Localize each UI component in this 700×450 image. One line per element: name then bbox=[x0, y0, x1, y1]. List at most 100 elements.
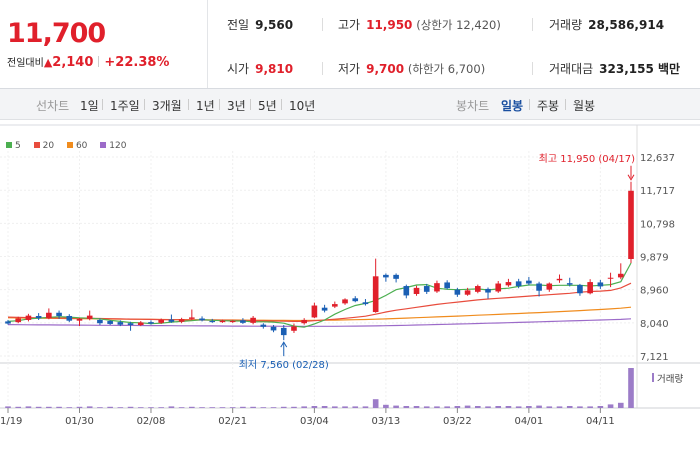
stat-value: 9,810 bbox=[255, 62, 294, 76]
volume-legend-swatch bbox=[652, 373, 654, 382]
candle-body bbox=[628, 190, 634, 259]
low-annotation: 최저 7,560 (02/28) bbox=[239, 359, 329, 371]
candle-body bbox=[393, 274, 399, 279]
change-label: 전일대비 bbox=[7, 58, 44, 69]
volume-bar bbox=[86, 406, 93, 408]
candle-body bbox=[199, 318, 205, 321]
divider bbox=[532, 62, 533, 75]
volume-bar bbox=[597, 406, 604, 408]
change-percent: +22.38% bbox=[104, 55, 170, 70]
volume-bar bbox=[168, 406, 175, 408]
volume-bar bbox=[260, 407, 267, 408]
volume-bar bbox=[495, 406, 502, 408]
volume-bar bbox=[454, 406, 461, 408]
volume-bar bbox=[372, 399, 379, 408]
x-tick-label: 02/21 bbox=[218, 416, 247, 427]
y-tick-label: 8,040 bbox=[640, 319, 669, 330]
divider bbox=[102, 99, 103, 110]
candle-body bbox=[526, 280, 532, 284]
chart-period-tabs: 선차트 1일 1주일 3개월 1년 3년 5년 10년 봉차트 일봉 주봉 월봉 bbox=[0, 89, 700, 120]
volume-bar bbox=[587, 406, 593, 408]
change-row: 전일대비▲2,140 +22.38% bbox=[7, 54, 169, 70]
stat-open: 시가 9,810 bbox=[227, 60, 293, 77]
tab-daily[interactable]: 일봉 bbox=[501, 99, 524, 113]
volume-bar bbox=[66, 407, 73, 408]
volume-bar bbox=[556, 406, 563, 408]
divider bbox=[322, 18, 323, 31]
tab-1w[interactable]: 1주일 bbox=[110, 99, 140, 113]
candle-body bbox=[444, 282, 450, 289]
tab-1d[interactable]: 1일 bbox=[80, 99, 99, 113]
legend-swatch bbox=[66, 142, 73, 148]
y-tick-label: 12,637 bbox=[640, 153, 675, 164]
up-triangle-icon: ▲ bbox=[43, 56, 53, 69]
tab-10y[interactable]: 10년 bbox=[289, 99, 316, 113]
candle-body bbox=[454, 289, 461, 295]
volume-bar bbox=[332, 406, 338, 408]
divider bbox=[532, 18, 533, 31]
x-tick-label: 04/01 bbox=[514, 416, 543, 427]
candle-body bbox=[515, 281, 522, 287]
stat-amount: 거래대금 323,155 백만 bbox=[549, 60, 680, 77]
current-price: 11,700 bbox=[7, 18, 106, 49]
divider bbox=[565, 99, 566, 110]
candle-body bbox=[148, 322, 154, 324]
divider bbox=[144, 99, 145, 110]
x-tick-label: 01/19 bbox=[0, 416, 22, 427]
candle-body bbox=[617, 273, 624, 278]
volume-bar bbox=[107, 406, 113, 408]
volume-bar bbox=[413, 406, 420, 408]
candle-body bbox=[434, 283, 440, 292]
legend-item-ma120: 120 bbox=[100, 141, 126, 151]
candle-body bbox=[76, 318, 83, 321]
volume-bar bbox=[280, 406, 287, 408]
tab-3m[interactable]: 3개월 bbox=[152, 99, 182, 113]
y-tick-label: 11,717 bbox=[640, 186, 675, 197]
stat-volume: 거래량 28,586,914 bbox=[549, 16, 664, 33]
legend-label: 5 bbox=[15, 141, 21, 151]
volume-bar bbox=[546, 406, 553, 408]
candle-body bbox=[495, 283, 502, 292]
tab-1y[interactable]: 1년 bbox=[196, 99, 215, 113]
divider bbox=[98, 56, 100, 67]
volume-bar bbox=[158, 407, 165, 408]
stat-value: 9,700 bbox=[366, 62, 405, 76]
candle-body bbox=[117, 322, 124, 325]
candle-body bbox=[485, 288, 491, 293]
price-box: 11,700 전일대비▲2,140 +22.38% bbox=[0, 0, 208, 88]
volume-bar bbox=[617, 402, 624, 408]
stat-value: 11,950 bbox=[366, 18, 413, 32]
volume-bar bbox=[270, 407, 277, 408]
volume-bar bbox=[515, 406, 522, 408]
volume-bar bbox=[485, 406, 491, 408]
x-tick-label: 03/22 bbox=[443, 416, 472, 427]
volume-bar bbox=[393, 405, 399, 408]
tab-weekly[interactable]: 주봉 bbox=[537, 99, 560, 113]
volume-bar bbox=[178, 407, 185, 408]
candle-body bbox=[137, 322, 144, 326]
candle-body bbox=[158, 319, 165, 323]
y-tick-label: 9,879 bbox=[640, 253, 669, 264]
stat-label: 거래량 bbox=[549, 18, 583, 32]
candle-body bbox=[321, 307, 328, 311]
candle-body bbox=[413, 287, 420, 294]
high-arrow-head bbox=[627, 174, 635, 181]
volume-bar bbox=[189, 406, 195, 408]
stat-value: 323,155 백만 bbox=[599, 62, 681, 76]
volume-bar bbox=[321, 406, 328, 408]
volume-bar bbox=[342, 406, 348, 408]
ma5-line bbox=[7, 262, 632, 328]
volume-bar bbox=[577, 406, 583, 408]
candle-body bbox=[260, 324, 267, 327]
y-tick-label: 10,798 bbox=[640, 219, 675, 230]
tab-3y[interactable]: 3년 bbox=[227, 99, 246, 113]
volume-bar bbox=[137, 407, 144, 408]
volume-bar bbox=[628, 368, 634, 408]
stat-prev-close: 전일 9,560 bbox=[227, 16, 293, 33]
candle-body bbox=[505, 282, 512, 286]
tab-monthly[interactable]: 월봉 bbox=[573, 99, 596, 113]
volume-bar bbox=[607, 404, 614, 408]
volume-bar bbox=[464, 405, 471, 408]
tab-5y[interactable]: 5년 bbox=[258, 99, 277, 113]
